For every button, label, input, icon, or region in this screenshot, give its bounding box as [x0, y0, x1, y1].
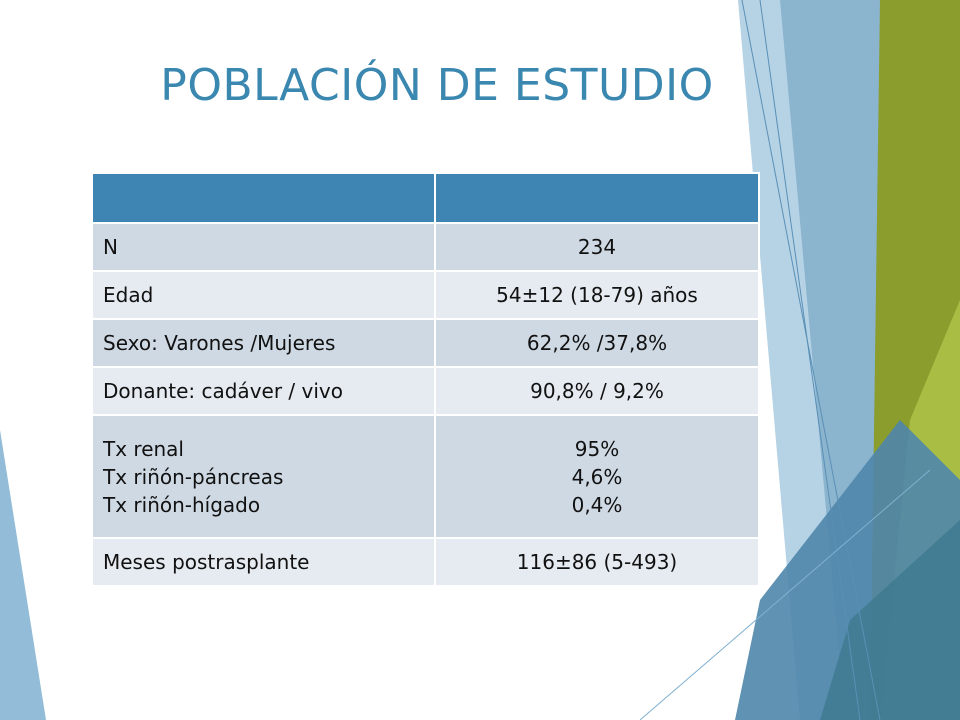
- right-thin-line-3: [639, 469, 931, 720]
- row-label: Edad: [91, 270, 436, 320]
- row-label: N: [91, 222, 436, 272]
- row-label: Donante: cadáver / vivo: [91, 366, 436, 416]
- row-value: 234: [434, 222, 760, 272]
- right-thin-line-1: [741, 0, 881, 720]
- table-row: Meses postrasplante 116±86 (5-493): [91, 537, 760, 587]
- row-value: 54±12 (18-79) años: [434, 270, 760, 320]
- table-header-cell-1: [91, 172, 436, 224]
- table-row: Donante: cadáver / vivo 90,8% / 9,2%: [91, 366, 760, 416]
- table-row: Edad 54±12 (18-79) años: [91, 270, 760, 320]
- row-value: 95%: [574, 436, 620, 461]
- row-value: 116±86 (5-493): [434, 537, 760, 587]
- row-value: 0,4%: [571, 492, 623, 517]
- row-label: Tx renal: [103, 436, 184, 461]
- table-row: N 234: [91, 222, 760, 272]
- row-label: Tx riñón-páncreas: [103, 464, 284, 489]
- row-value: 90,8% / 9,2%: [434, 366, 760, 416]
- row-value-group: 95% 4,6% 0,4%: [434, 414, 760, 539]
- table-header-cell-2: [434, 172, 760, 224]
- right-thin-line-2: [759, 0, 861, 720]
- row-value: 4,6%: [571, 464, 623, 489]
- row-label: Tx riñón-hígado: [103, 492, 261, 517]
- row-label: Sexo: Varones /Mujeres: [91, 318, 436, 368]
- table-header-row: [91, 172, 760, 224]
- table-row: Tx renal Tx riñón-páncreas Tx riñón-híga…: [91, 414, 760, 539]
- slide-title: POBLACIÓN DE ESTUDIO: [160, 60, 714, 111]
- left-accent-shape: [0, 430, 46, 720]
- study-population-table: N 234 Edad 54±12 (18-79) años Sexo: Varo…: [91, 172, 760, 587]
- row-value: 62,2% /37,8%: [434, 318, 760, 368]
- row-label-group: Tx renal Tx riñón-páncreas Tx riñón-híga…: [91, 414, 436, 539]
- right-teal-shape: [820, 520, 960, 720]
- row-label: Meses postrasplante: [91, 537, 436, 587]
- table-row: Sexo: Varones /Mujeres 62,2% /37,8%: [91, 318, 760, 368]
